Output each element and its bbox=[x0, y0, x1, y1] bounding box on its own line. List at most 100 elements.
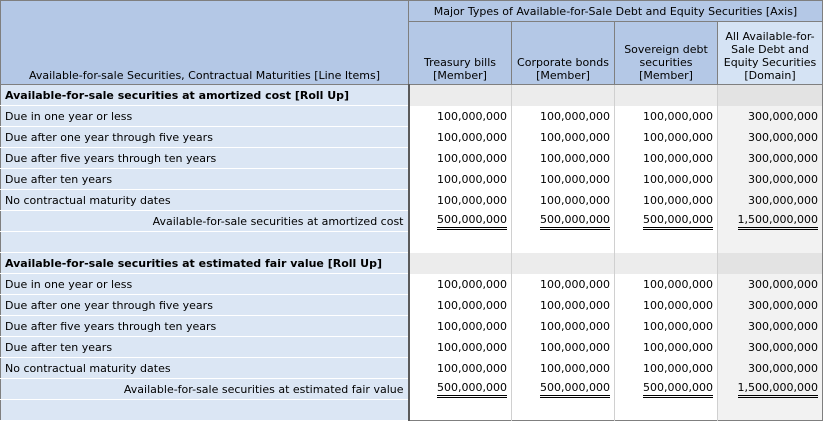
row-label: Due in one year or less bbox=[0, 105, 410, 127]
column-header-line: [Domain] bbox=[744, 69, 796, 82]
total-value: 500,000,000 bbox=[540, 381, 610, 398]
column-header-line: Sovereign debt bbox=[624, 43, 708, 56]
spacer-cell bbox=[408, 399, 512, 421]
total-value: 500,000,000 bbox=[643, 381, 713, 398]
column-header-line: All Available-for- bbox=[725, 30, 815, 43]
empty-cell bbox=[614, 252, 718, 274]
value-cell: 100,000,000 bbox=[408, 147, 512, 169]
total-value: 500,000,000 bbox=[437, 213, 507, 230]
value-cell: 100,000,000 bbox=[511, 336, 615, 358]
value-cell: 300,000,000 bbox=[716, 168, 823, 190]
total-value: 500,000,000 bbox=[643, 213, 713, 230]
value-cell: 300,000,000 bbox=[716, 273, 823, 295]
row-label: No contractual maturity dates bbox=[0, 189, 410, 211]
section-title: Available-for-sale securities at estimat… bbox=[0, 252, 410, 274]
value-cell: 100,000,000 bbox=[511, 105, 615, 127]
value-cell: 100,000,000 bbox=[614, 147, 718, 169]
empty-cell bbox=[716, 252, 823, 274]
column-header-treasury-bills: Treasury bills [Member] bbox=[408, 21, 512, 85]
total-value-cell: 1,500,000,000 bbox=[716, 378, 823, 400]
table-row: Due after one year through five years 100… bbox=[0, 294, 823, 316]
table-row: Due after ten years 100,000,000 100,000,00… bbox=[0, 168, 823, 190]
column-header-line: Equity Securities bbox=[723, 56, 817, 69]
spacer-row bbox=[0, 399, 823, 421]
total-value-cell: 500,000,000 bbox=[408, 210, 512, 232]
column-header-all-securities: All Available-for- Sale Debt and Equity Se… bbox=[716, 21, 823, 85]
value-cell: 100,000,000 bbox=[511, 126, 615, 148]
table-row: Due after ten years 100,000,000 100,000,00… bbox=[0, 336, 823, 358]
value-cell: 100,000,000 bbox=[511, 168, 615, 190]
value-cell: 100,000,000 bbox=[511, 147, 615, 169]
total-value: 500,000,000 bbox=[540, 213, 610, 230]
value-cell: 100,000,000 bbox=[408, 336, 512, 358]
column-header-line: Sale Debt and bbox=[731, 43, 809, 56]
total-value-cell: 500,000,000 bbox=[408, 378, 512, 400]
row-label: Due after five years through ten years bbox=[0, 147, 410, 169]
column-header-line: [Member] bbox=[433, 69, 487, 82]
total-value: 500,000,000 bbox=[437, 381, 507, 398]
total-value: 1,500,000,000 bbox=[737, 213, 819, 230]
value-cell: 100,000,000 bbox=[614, 105, 718, 127]
total-value-cell: 500,000,000 bbox=[614, 378, 718, 400]
spacer-cell bbox=[716, 231, 823, 253]
axis-header: Major Types of Available-for-Sale Debt a… bbox=[407, 0, 823, 22]
total-value-cell: 500,000,000 bbox=[511, 210, 615, 232]
empty-cell bbox=[511, 252, 615, 274]
column-header-line: Corporate bonds bbox=[517, 56, 609, 69]
row-label: Due in one year or less bbox=[0, 273, 410, 295]
value-cell: 100,000,000 bbox=[408, 294, 512, 316]
table-row: No contractual maturity dates 100,000,000… bbox=[0, 357, 823, 379]
total-row: Available-for-sale securities at estimat… bbox=[0, 378, 823, 400]
value-cell: 100,000,000 bbox=[614, 294, 718, 316]
table-row: Due after five years through ten years 10… bbox=[0, 315, 823, 337]
table-row: Due after one year through five years 100… bbox=[0, 126, 823, 148]
spacer-cell bbox=[511, 399, 615, 421]
total-label: Available-for-sale securities at amortiz… bbox=[0, 210, 410, 232]
total-value-cell: 1,500,000,000 bbox=[716, 210, 823, 232]
value-cell: 100,000,000 bbox=[614, 336, 718, 358]
value-cell: 100,000,000 bbox=[511, 357, 615, 379]
column-header-line: securities bbox=[639, 56, 693, 69]
value-cell: 300,000,000 bbox=[716, 315, 823, 337]
table-row: Due after five years through ten years 10… bbox=[0, 147, 823, 169]
spacer-cell bbox=[614, 231, 718, 253]
axis-header-row: Available-for-sale Securities, Contractu… bbox=[0, 0, 823, 85]
value-cell: 100,000,000 bbox=[511, 273, 615, 295]
member-header-row: Treasury bills [Member] Corporate bonds [M… bbox=[1, 21, 823, 85]
value-cell: 100,000,000 bbox=[408, 315, 512, 337]
table-row: No contractual maturity dates 100,000,000… bbox=[0, 189, 823, 211]
value-cell: 100,000,000 bbox=[614, 273, 718, 295]
value-cell: 300,000,000 bbox=[716, 105, 823, 127]
value-cell: 300,000,000 bbox=[716, 126, 823, 148]
value-cell: 100,000,000 bbox=[408, 273, 512, 295]
spacer-cell bbox=[408, 231, 512, 253]
value-cell: 100,000,000 bbox=[511, 294, 615, 316]
empty-cell bbox=[408, 252, 512, 274]
section-header-row: Available-for-sale securities at estimat… bbox=[0, 252, 823, 274]
table-row: Due in one year or less 100,000,000 100,00… bbox=[0, 105, 823, 127]
value-cell: 100,000,000 bbox=[408, 189, 512, 211]
value-cell: 300,000,000 bbox=[716, 336, 823, 358]
spacer-cell bbox=[716, 399, 823, 421]
row-label: Due after ten years bbox=[0, 336, 410, 358]
row-label: Due after one year through five years bbox=[0, 126, 410, 148]
row-label: Due after ten years bbox=[0, 168, 410, 190]
value-cell: 100,000,000 bbox=[408, 105, 512, 127]
value-cell: 100,000,000 bbox=[408, 357, 512, 379]
spacer-label bbox=[0, 399, 410, 421]
value-cell: 100,000,000 bbox=[408, 126, 512, 148]
value-cell: 300,000,000 bbox=[716, 189, 823, 211]
total-label: Available-for-sale securities at estimat… bbox=[0, 378, 410, 400]
empty-cell bbox=[511, 84, 615, 106]
column-header-corporate-bonds: Corporate bonds [Member] bbox=[511, 21, 615, 85]
column-header-line: [Member] bbox=[536, 69, 590, 82]
total-value: 1,500,000,000 bbox=[737, 381, 819, 398]
value-cell: 100,000,000 bbox=[614, 357, 718, 379]
line-items-header: Available-for-sale Securities, Contractu… bbox=[0, 0, 409, 85]
row-label: No contractual maturity dates bbox=[0, 357, 410, 379]
value-cell: 100,000,000 bbox=[614, 126, 718, 148]
value-cell: 300,000,000 bbox=[716, 357, 823, 379]
value-cell: 100,000,000 bbox=[511, 189, 615, 211]
